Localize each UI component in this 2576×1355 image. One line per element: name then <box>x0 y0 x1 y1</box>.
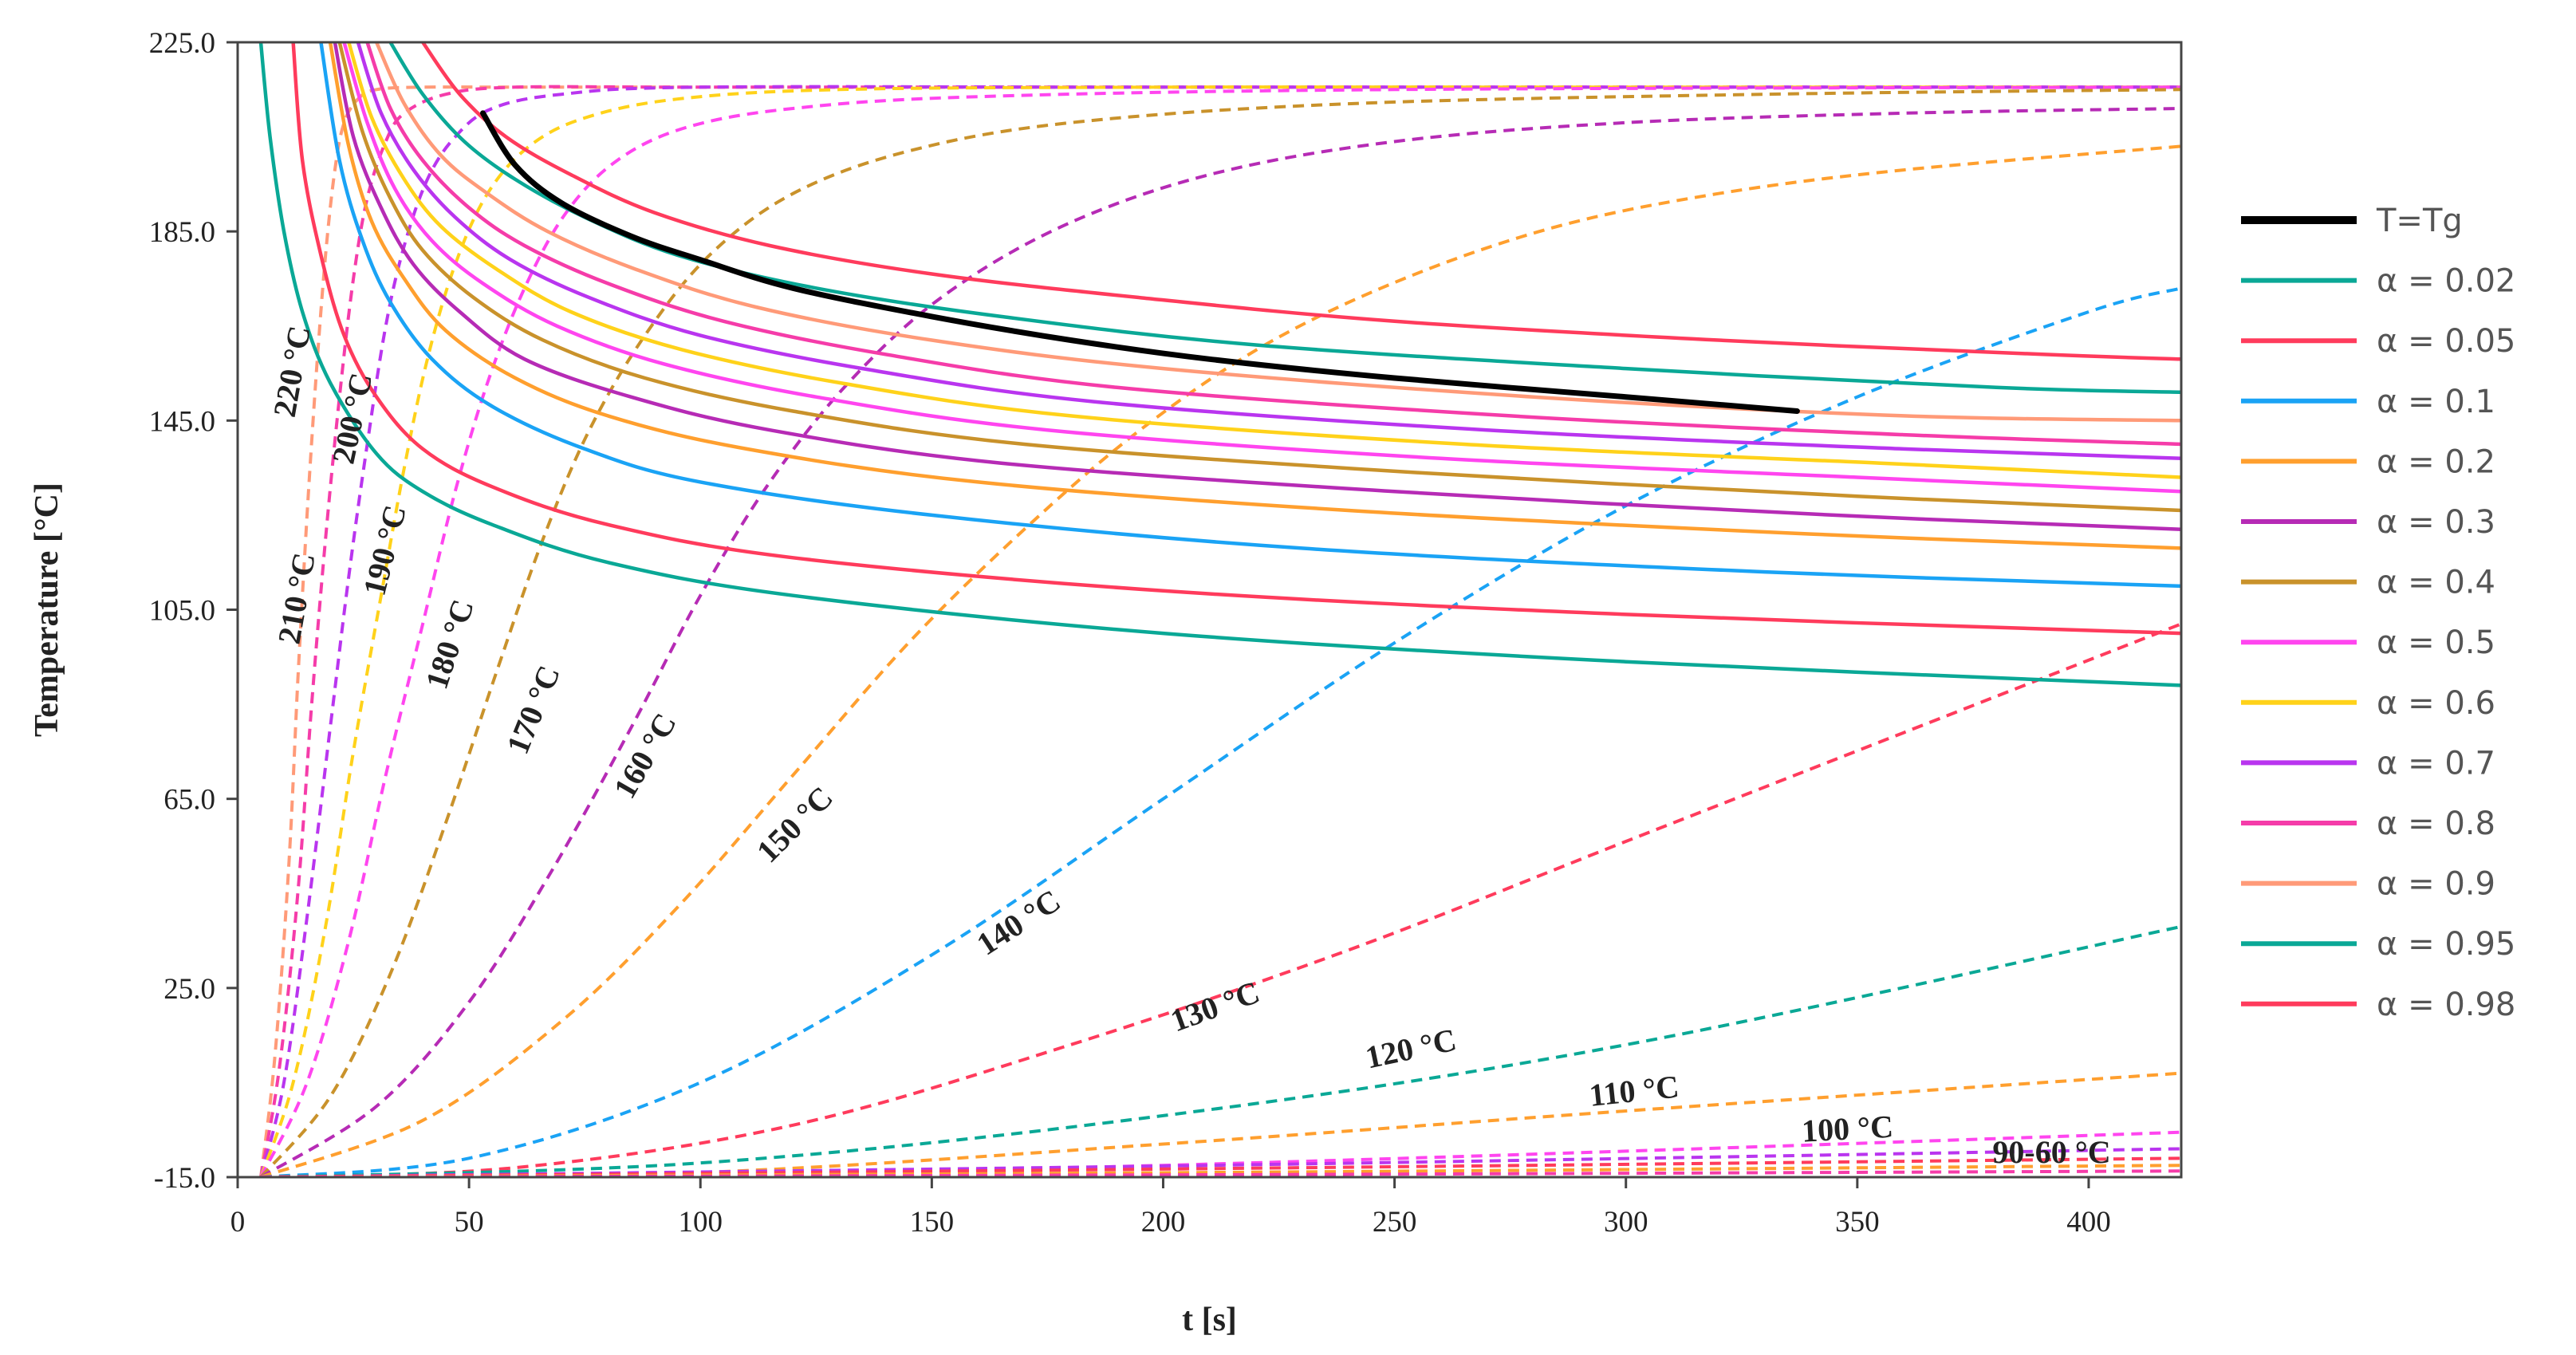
alpha-curve-10 <box>375 42 2181 423</box>
isotherm-label: 210 °C <box>271 550 322 647</box>
tg-curve <box>480 110 1800 414</box>
isotherm-label: 200 °C <box>325 370 380 467</box>
x-tick-label: 200 <box>1141 1206 1186 1239</box>
isotherm-curve-13 <box>260 1147 2181 1177</box>
legend-label: α = 0.6 <box>2377 685 2495 722</box>
legend-label: α = 0.1 <box>2377 384 2495 420</box>
isotherm-curve-2 <box>259 85 2181 1177</box>
alpha-curve-12 <box>421 42 2181 361</box>
legend-label: T=Tg <box>2376 203 2463 239</box>
x-tick-label: 400 <box>2066 1206 2111 1239</box>
isotherm-label: 160 °C <box>606 707 683 804</box>
isotherm-curve-14 <box>260 1156 2181 1177</box>
alpha-curve-1 <box>291 42 2181 636</box>
isotherm-label: 130 °C <box>1166 974 1264 1039</box>
isotherm-curve-10 <box>260 924 2181 1177</box>
legend-label: α = 0.4 <box>2377 565 2495 601</box>
y-tick-label: 65.0 <box>163 784 215 817</box>
isotherm-curve-15 <box>260 1164 2181 1177</box>
isotherm-label: 190 °C <box>356 502 412 599</box>
legend-label: α = 0.8 <box>2377 806 2495 842</box>
alpha-curves <box>258 42 2181 687</box>
legend-label: α = 0.02 <box>2377 263 2515 300</box>
isotherm-label: 120 °C <box>1362 1022 1459 1076</box>
isotherm-curve-5 <box>259 88 2181 1177</box>
isotherm-label: 170 °C <box>499 660 567 758</box>
isotherm-curve-16 <box>260 1169 2181 1177</box>
legend: T=Tg α = 0.02 α = 0.05 α = 0.1 α = 0.2 α = 0.… <box>2241 203 2515 1023</box>
isotherm-curve-1 <box>259 85 2181 1177</box>
x-tick-label: 150 <box>910 1206 955 1239</box>
alpha-curve-6 <box>342 42 2181 494</box>
x-axis-title: t [s] <box>1182 1302 1237 1338</box>
alpha-curve-9 <box>365 42 2181 447</box>
y-tick-label: 105.0 <box>149 595 215 628</box>
tg-line <box>480 110 1800 414</box>
y-tick-label: 185.0 <box>149 216 215 249</box>
legend-label: α = 0.7 <box>2377 745 2495 782</box>
isotherm-label: 110 °C <box>1588 1068 1681 1113</box>
legend-label: α = 0.95 <box>2377 926 2515 963</box>
x-tick-label: 100 <box>678 1206 723 1239</box>
x-tick-label: 0 <box>230 1206 246 1239</box>
y-tick-label: 25.0 <box>163 973 215 1006</box>
y-axis-title: Temperature [°C] <box>29 483 65 737</box>
y-tick-label: 225.0 <box>149 27 215 60</box>
isotherm-label: 150 °C <box>750 779 840 869</box>
alpha-curve-0 <box>258 42 2181 687</box>
legend-label: α = 0.5 <box>2377 624 2495 661</box>
alpha-curve-11 <box>388 42 2181 395</box>
isotherm-label: 100 °C <box>1801 1109 1894 1149</box>
legend-label: α = 0.98 <box>2377 987 2515 1023</box>
legend-label: α = 0.05 <box>2377 323 2515 360</box>
isotherm-label: 90-60 °C <box>1992 1134 2110 1170</box>
isotherm-curve-9 <box>260 622 2181 1177</box>
y-tick-label: 145.0 <box>149 405 215 438</box>
alpha-curve-7 <box>347 42 2181 479</box>
isotherm-curve-8 <box>260 286 2181 1177</box>
isotherm-curve-11 <box>260 1071 2181 1177</box>
alpha-curve-8 <box>356 42 2181 461</box>
isotherm-curve-3 <box>259 85 2181 1177</box>
alpha-curve-2 <box>319 42 2181 589</box>
alpha-curve-5 <box>337 42 2181 513</box>
alpha-curve-4 <box>333 42 2181 531</box>
legend-label: α = 0.2 <box>2377 443 2495 480</box>
y-tick-label: -15.0 <box>154 1162 215 1195</box>
isotherm-label: 220 °C <box>266 323 317 419</box>
isotherm-label: 140 °C <box>971 882 1067 962</box>
legend-label: α = 0.3 <box>2377 504 2495 541</box>
alpha-curve-3 <box>328 42 2181 550</box>
x-tick-label: 250 <box>1373 1206 1417 1239</box>
legend-label: α = 0.9 <box>2377 866 2495 903</box>
x-tick-label: 300 <box>1604 1206 1648 1239</box>
axis-ticks: 0 50 100 150 200 250 300 350 400 -15.0 25.0 65.0 105… <box>149 27 2111 1239</box>
x-tick-label: 50 <box>455 1206 484 1239</box>
x-tick-label: 350 <box>1835 1206 1880 1239</box>
